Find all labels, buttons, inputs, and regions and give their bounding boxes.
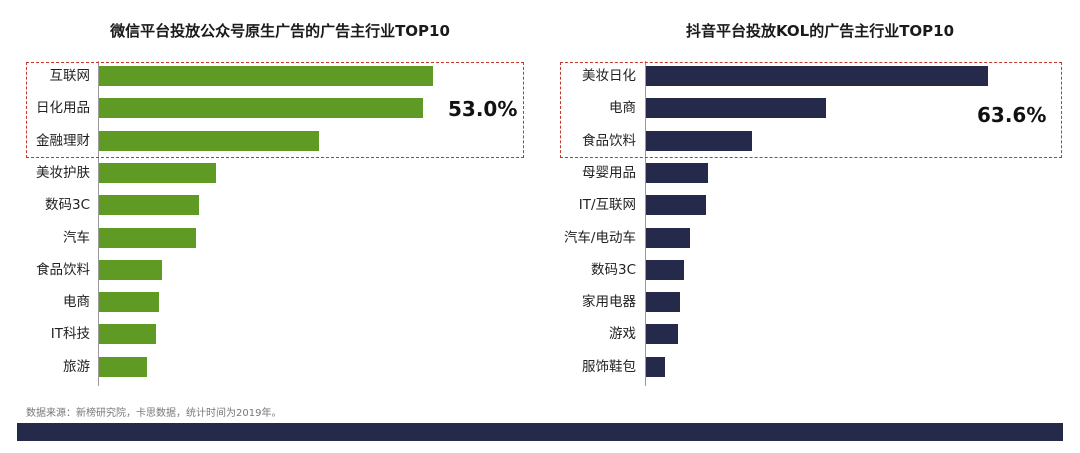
bar xyxy=(646,195,706,215)
category-label: 电商 xyxy=(609,100,636,116)
bar xyxy=(99,324,156,344)
source-note: 数据来源：新榜研究院，卡思数据，统计时间为2019年。 xyxy=(26,408,282,419)
category-label: 电商 xyxy=(63,294,90,310)
bar xyxy=(646,66,988,86)
chart-title: 抖音平台投放KOL的广告主行业TOP10 xyxy=(685,22,955,40)
bar xyxy=(99,292,159,312)
highlight-box xyxy=(26,62,524,158)
chart-title: 微信平台投放公众号原生广告的广告主行业TOP10 xyxy=(110,22,450,40)
category-label: 旅游 xyxy=(63,359,90,375)
bar xyxy=(99,357,147,377)
bar xyxy=(99,163,216,183)
category-label: 汽车/电动车 xyxy=(563,230,636,246)
category-label: 数码3C xyxy=(590,262,636,278)
highlight-box xyxy=(560,62,1062,158)
bar xyxy=(99,66,433,86)
category-label: 汽车 xyxy=(63,230,90,246)
bar xyxy=(99,98,423,118)
bar xyxy=(646,163,708,183)
bar xyxy=(99,228,196,248)
category-label: 美妆日化 xyxy=(582,68,636,84)
category-label: 食品饮料 xyxy=(36,262,90,278)
bar xyxy=(646,98,826,118)
category-label: 母婴用品 xyxy=(582,165,636,181)
category-label: 家用电器 xyxy=(582,294,636,310)
bar xyxy=(646,228,690,248)
y-axis-line xyxy=(645,61,646,386)
bar xyxy=(646,292,680,312)
bar xyxy=(99,260,162,280)
category-label: 互联网 xyxy=(49,68,91,84)
footer-bar xyxy=(17,423,1063,441)
category-label: 美妆护肤 xyxy=(36,165,90,181)
category-label: 日化用品 xyxy=(36,100,90,116)
wechat-chart: 微信平台投放公众号原生广告的广告主行业TOP10 53.0% 互联网日化用品金融… xyxy=(0,0,540,400)
category-label: IT科技 xyxy=(50,326,90,342)
bar xyxy=(99,131,319,151)
bar xyxy=(646,131,752,151)
bar xyxy=(99,195,199,215)
category-label: 金融理财 xyxy=(36,133,90,149)
bar xyxy=(646,324,678,344)
category-label: 食品饮料 xyxy=(582,133,636,149)
y-axis-line xyxy=(98,61,99,386)
highlight-percentage: 63.6% xyxy=(977,103,1047,127)
highlight-percentage: 53.0% xyxy=(448,97,518,121)
bar xyxy=(646,260,684,280)
category-label: 服饰鞋包 xyxy=(582,359,636,375)
douyin-chart: 抖音平台投放KOL的广告主行业TOP10 63.6% 美妆日化电商食品饮料母婴用… xyxy=(540,0,1080,400)
category-label: 数码3C xyxy=(44,197,90,213)
category-label: 游戏 xyxy=(609,326,636,342)
category-label: IT/互联网 xyxy=(578,197,636,213)
bar xyxy=(646,357,665,377)
